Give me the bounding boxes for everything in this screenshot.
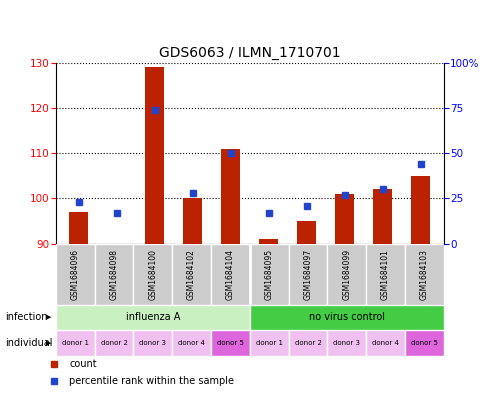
Text: GSM1684095: GSM1684095: [264, 248, 273, 300]
Text: GSM1684097: GSM1684097: [303, 248, 312, 300]
Bar: [288, 330, 327, 356]
Bar: [373, 189, 392, 244]
Text: donor 4: donor 4: [178, 340, 205, 346]
Text: donor 1: donor 1: [255, 340, 282, 346]
Text: GSM1684100: GSM1684100: [148, 249, 157, 299]
Text: donor 3: donor 3: [333, 340, 360, 346]
Text: ▶: ▶: [45, 340, 51, 346]
Bar: [94, 244, 133, 305]
Bar: [327, 244, 365, 305]
Text: infection: infection: [5, 312, 47, 322]
Bar: [133, 330, 172, 356]
Text: donor 2: donor 2: [294, 340, 321, 346]
Bar: [410, 176, 430, 244]
Bar: [211, 330, 249, 356]
Bar: [183, 198, 202, 244]
Bar: [133, 244, 172, 305]
Text: GSM1684104: GSM1684104: [226, 249, 234, 299]
Bar: [172, 330, 211, 356]
Bar: [172, 244, 211, 305]
Bar: [297, 221, 316, 244]
Text: donor 5: donor 5: [410, 340, 437, 346]
Bar: [249, 330, 288, 356]
Text: GSM1684098: GSM1684098: [109, 249, 118, 299]
Bar: [56, 330, 94, 356]
Text: individual: individual: [5, 338, 52, 348]
Text: donor 1: donor 1: [61, 340, 89, 346]
Text: GSM1684103: GSM1684103: [419, 249, 428, 299]
Bar: [259, 239, 278, 244]
Bar: [69, 212, 88, 244]
Bar: [365, 330, 404, 356]
Bar: [221, 149, 240, 244]
Text: donor 2: donor 2: [100, 340, 127, 346]
Text: no virus control: no virus control: [308, 312, 384, 322]
Text: influenza A: influenza A: [125, 312, 180, 322]
Text: donor 5: donor 5: [216, 340, 243, 346]
Bar: [145, 67, 164, 244]
Bar: [211, 244, 249, 305]
Bar: [334, 194, 354, 244]
Bar: [249, 305, 443, 330]
Bar: [365, 244, 404, 305]
Bar: [288, 244, 327, 305]
Bar: [327, 330, 365, 356]
Bar: [404, 244, 443, 305]
Text: count: count: [69, 359, 97, 369]
Text: GSM1684096: GSM1684096: [71, 248, 79, 300]
Bar: [249, 244, 288, 305]
Title: GDS6063 / ILMN_1710701: GDS6063 / ILMN_1710701: [159, 46, 340, 61]
Text: percentile rank within the sample: percentile rank within the sample: [69, 376, 234, 386]
Bar: [404, 330, 443, 356]
Bar: [94, 330, 133, 356]
Text: donor 3: donor 3: [139, 340, 166, 346]
Bar: [56, 244, 94, 305]
Text: GSM1684101: GSM1684101: [380, 249, 389, 299]
Text: GSM1684102: GSM1684102: [187, 249, 196, 299]
Text: ▶: ▶: [45, 314, 51, 320]
Text: donor 4: donor 4: [371, 340, 398, 346]
Text: GSM1684099: GSM1684099: [342, 248, 350, 300]
Bar: [56, 305, 249, 330]
